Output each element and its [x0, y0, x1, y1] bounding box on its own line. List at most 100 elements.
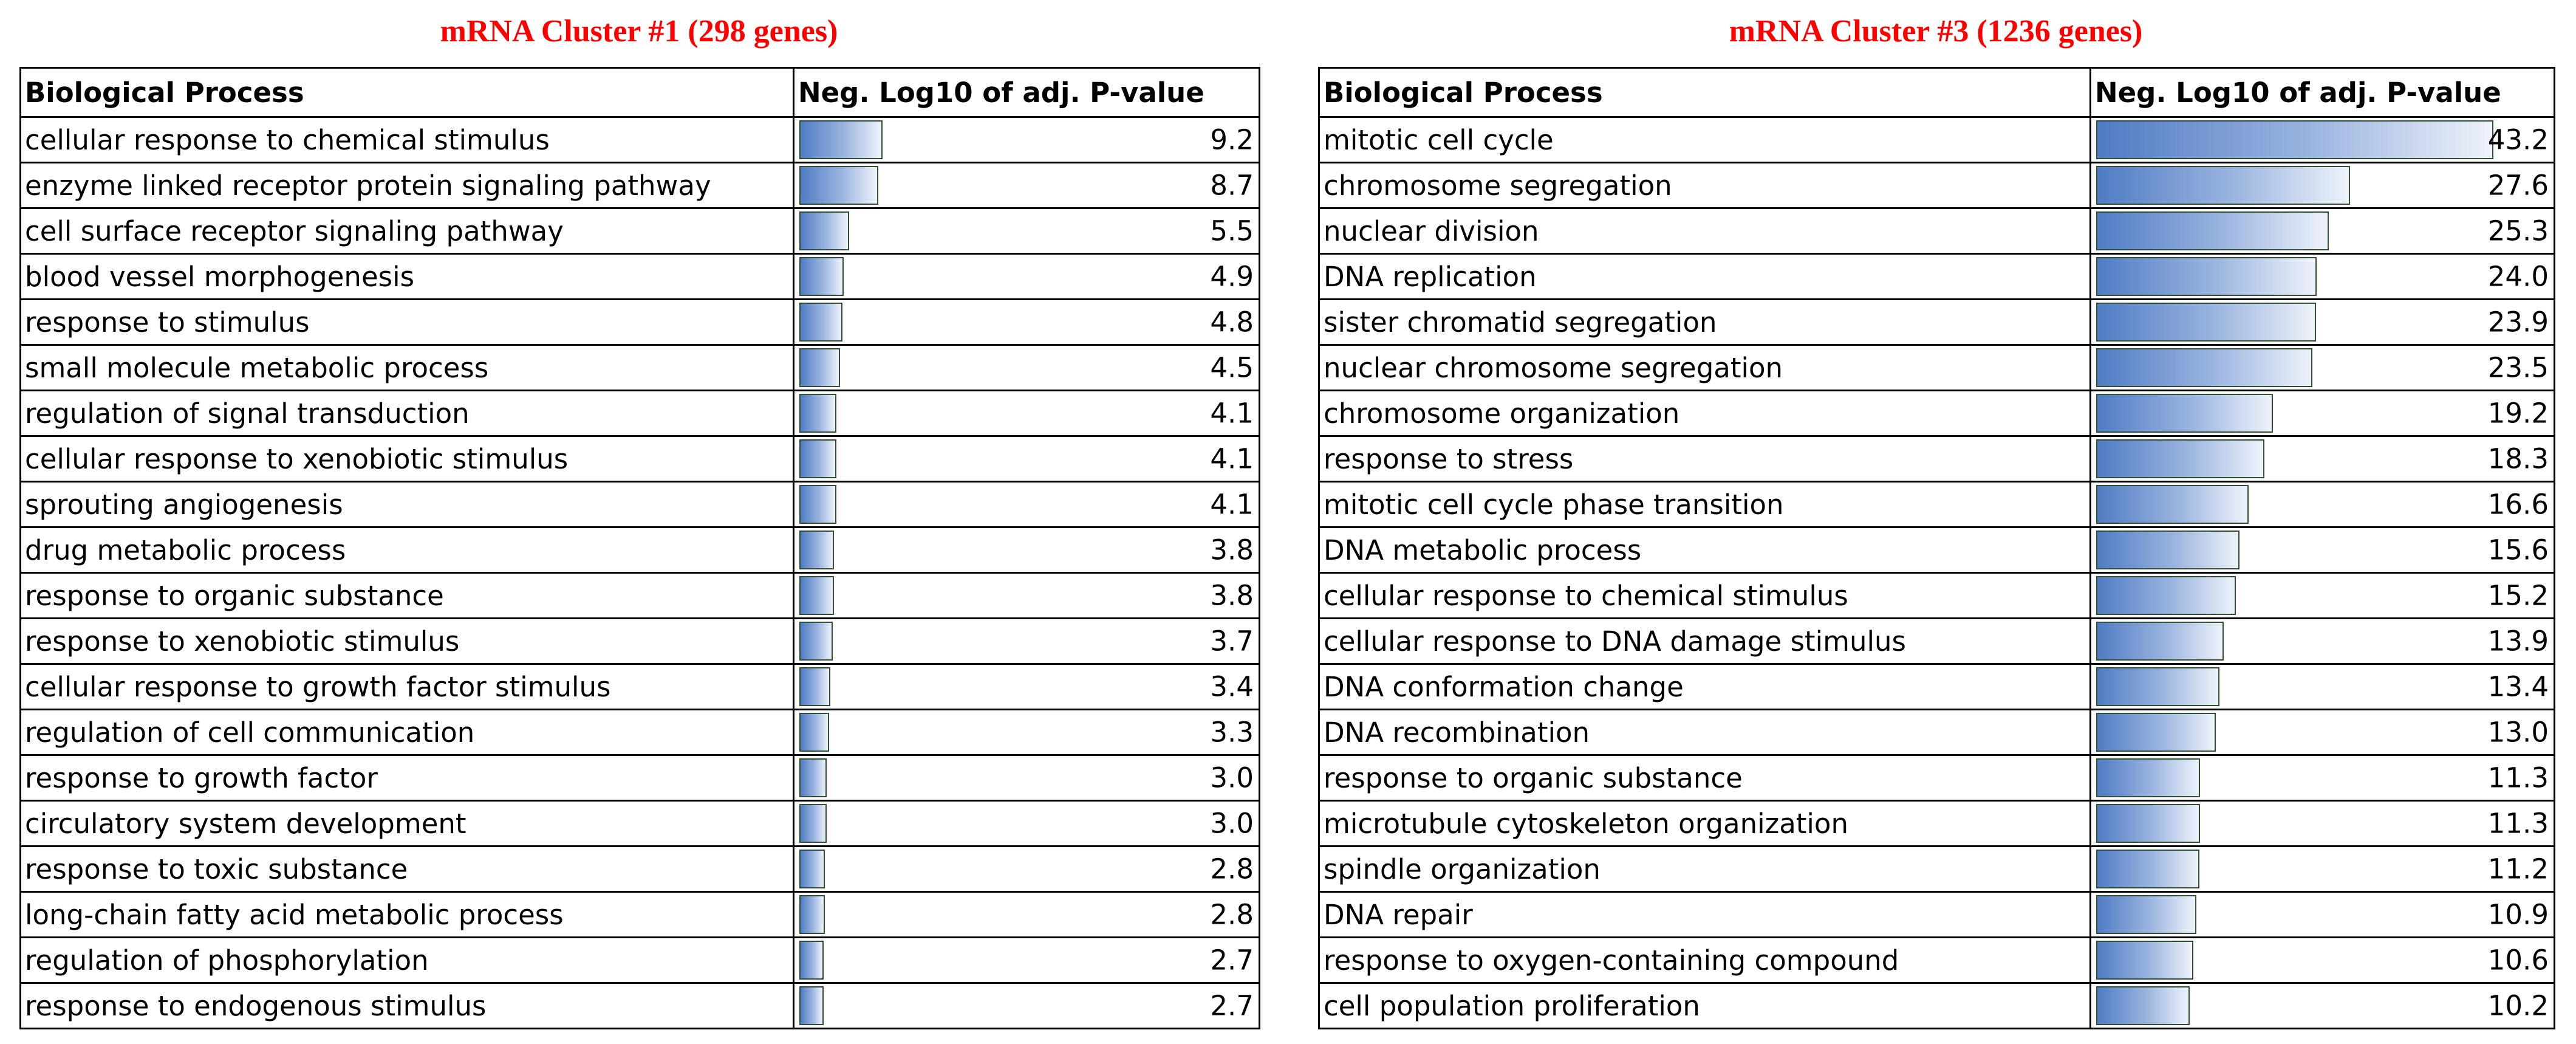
biological-process-label: cell surface receptor signaling pathway	[19, 207, 794, 255]
data-label: 15.2	[2487, 579, 2549, 612]
table-row: nuclear chromosome segregation 23.5	[1318, 344, 2555, 391]
value-cell: 18.3	[2089, 435, 2555, 483]
table-row: small molecule metabolic process 4.5	[19, 344, 1260, 391]
table-row: cellular response to chemical stimulus 15…	[1318, 572, 2555, 619]
neg-log10-header: Neg. Log10 of adj. P-value	[793, 67, 1260, 118]
value-cell: 11.3	[2089, 800, 2555, 847]
data-label: 2.8	[1210, 853, 1254, 885]
biological-process-label: DNA metabolic process	[1318, 526, 2091, 574]
value-cell: 3.8	[793, 526, 1260, 574]
biological-process-label: chromosome organization	[1318, 390, 2091, 437]
neg-log10-header: Neg. Log10 of adj. P-value	[2089, 67, 2555, 118]
biological-process-label: mitotic cell cycle	[1318, 116, 2091, 163]
data-bar	[2096, 713, 2216, 752]
data-label: 11.3	[2487, 807, 2549, 840]
value-cell: 11.3	[2089, 754, 2555, 802]
value-cell: 3.0	[793, 754, 1260, 802]
value-cell: 10.2	[2089, 982, 2555, 1029]
biological-process-header: Biological Process	[1318, 67, 2091, 118]
value-cell: 23.5	[2089, 344, 2555, 391]
data-bar	[799, 531, 834, 569]
value-cell: 27.6	[2089, 162, 2555, 209]
biological-process-label: cellular response to xenobiotic stimulus	[19, 435, 794, 483]
data-label: 4.8	[1210, 306, 1254, 338]
data-label: 2.7	[1210, 944, 1254, 977]
biological-process-label: drug metabolic process	[19, 526, 794, 574]
value-cell: 4.5	[793, 344, 1260, 391]
table-row: mitotic cell cycle phase transition 16.6	[1318, 481, 2555, 528]
data-bar	[2096, 348, 2312, 387]
table-row: regulation of phosphorylation 2.7	[19, 936, 1260, 984]
value-cell: 2.8	[793, 845, 1260, 893]
biological-process-label: cellular response to chemical stimulus	[19, 116, 794, 163]
data-label: 3.4	[1210, 670, 1254, 703]
biological-process-label: microtubule cytoskeleton organization	[1318, 800, 2091, 847]
biological-process-label: DNA conformation change	[1318, 663, 2091, 710]
table-row: regulation of cell communication 3.3	[19, 709, 1260, 756]
cluster-3-rows: mitotic cell cycle 43.2 chromosome segrega…	[1318, 116, 2555, 1029]
biological-process-label: DNA repair	[1318, 891, 2091, 938]
cluster-3-title: mRNA Cluster #3 (1236 genes)	[1729, 14, 2143, 49]
value-cell: 3.7	[793, 617, 1260, 665]
data-bar	[2096, 485, 2249, 524]
value-cell: 25.3	[2089, 207, 2555, 255]
data-label: 11.2	[2487, 853, 2549, 885]
data-bar	[799, 804, 827, 843]
table-row: DNA repair 10.9	[1318, 891, 2555, 938]
data-label: 16.6	[2487, 488, 2549, 521]
data-label: 43.2	[2487, 123, 2549, 156]
data-bar	[799, 667, 830, 706]
biological-process-label: DNA recombination	[1318, 709, 2091, 756]
table-row: spindle organization 11.2	[1318, 845, 2555, 893]
biological-process-label: response to endogenous stimulus	[19, 982, 794, 1029]
value-cell: 3.8	[793, 572, 1260, 619]
data-bar	[2096, 986, 2190, 1025]
biological-process-label: cell population proliferation	[1318, 982, 2091, 1029]
data-bar	[799, 166, 878, 205]
data-label: 9.2	[1210, 123, 1254, 156]
data-bar	[2096, 850, 2199, 888]
data-bar	[2096, 394, 2273, 433]
data-bar	[799, 394, 836, 433]
value-cell: 2.7	[793, 982, 1260, 1029]
table-row: DNA metabolic process 15.6	[1318, 526, 2555, 574]
data-bar	[799, 758, 827, 797]
value-cell: 3.4	[793, 663, 1260, 710]
biological-process-label: spindle organization	[1318, 845, 2091, 893]
data-bar	[799, 439, 836, 478]
biological-process-label: regulation of cell communication	[19, 709, 794, 756]
data-label: 2.8	[1210, 898, 1254, 931]
data-bar	[2096, 531, 2239, 569]
data-label: 13.0	[2487, 716, 2549, 749]
value-cell: 4.1	[793, 435, 1260, 483]
value-cell: 5.5	[793, 207, 1260, 255]
data-label: 3.8	[1210, 579, 1254, 612]
data-label: 15.6	[2487, 534, 2549, 566]
data-label: 25.3	[2487, 215, 2549, 247]
value-cell: 4.8	[793, 298, 1260, 346]
value-cell: 4.1	[793, 481, 1260, 528]
value-cell: 15.2	[2089, 572, 2555, 619]
data-bar	[799, 257, 844, 296]
biological-process-label: sprouting angiogenesis	[19, 481, 794, 528]
biological-process-label: response to oxygen-containing compound	[1318, 936, 2091, 984]
data-label: 24.0	[2487, 260, 2549, 293]
value-cell: 2.7	[793, 936, 1260, 984]
value-cell: 9.2	[793, 116, 1260, 163]
biological-process-label: response to organic substance	[1318, 754, 2091, 802]
biological-process-label: blood vessel morphogenesis	[19, 253, 794, 300]
data-label: 3.0	[1210, 807, 1254, 840]
value-cell: 4.1	[793, 390, 1260, 437]
biological-process-header: Biological Process	[19, 67, 794, 118]
data-bar	[2096, 895, 2196, 934]
data-bar	[2096, 804, 2200, 843]
biological-process-label: response to organic substance	[19, 572, 794, 619]
data-bar	[2096, 120, 2493, 159]
value-cell: 16.6	[2089, 481, 2555, 528]
value-cell: 19.2	[2089, 390, 2555, 437]
data-bar	[2096, 439, 2264, 478]
data-bar	[2096, 758, 2200, 797]
value-cell: 23.9	[2089, 298, 2555, 346]
table-row: regulation of signal transduction 4.1	[19, 390, 1260, 437]
table-row: circulatory system development 3.0	[19, 800, 1260, 847]
